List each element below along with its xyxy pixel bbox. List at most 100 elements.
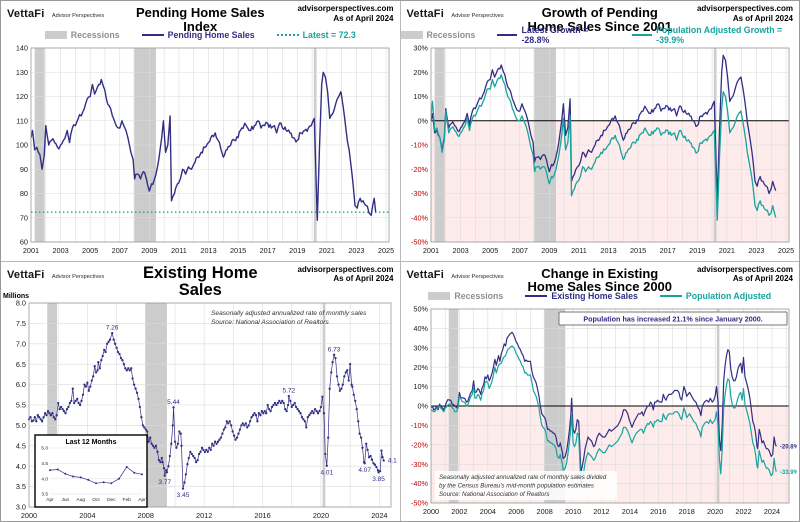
- source-site: advisorperspectives.com: [297, 4, 394, 13]
- x-tick-label: 2015: [629, 246, 645, 255]
- as-of-date: As of April 2024: [333, 274, 394, 284]
- y-tick-label: 6.5: [16, 359, 26, 368]
- svg-text:4.0: 4.0: [41, 476, 48, 482]
- series-pending-home-sales: [30, 71, 377, 221]
- x-tick-label: 2009: [541, 246, 557, 255]
- navy-line-swatch: [525, 294, 548, 297]
- x-tick-label: 2012: [196, 511, 212, 520]
- recession-swatch: [400, 31, 423, 39]
- panel-header: VettaFi Advisor Perspectives Change in E…: [401, 262, 800, 294]
- point-label: 5.72: [282, 387, 295, 394]
- y-tick-label: -30%: [410, 459, 428, 468]
- legend-item-population-adjusted-growth: Population Adjusted Growth = -39.9%: [632, 25, 799, 45]
- series-population-adjusted: [430, 344, 777, 486]
- source-attribution: advisorperspectives.com As of April 2024: [276, 4, 394, 23]
- x-tick-label: 2011: [571, 246, 587, 255]
- x-tick-label: 2017: [260, 246, 276, 255]
- series-population-adjusted-growth: [429, 74, 776, 221]
- x-tick-label: 2009: [141, 246, 157, 255]
- x-tick-label: 2000: [21, 511, 37, 520]
- y-tick-label: 110: [16, 116, 28, 125]
- y-tick-label: 60: [20, 238, 28, 247]
- y-tick-label: 7.5: [16, 319, 26, 328]
- x-tick-label: 2013: [200, 246, 216, 255]
- x-tick-label: 2017: [659, 246, 675, 255]
- x-tick-label: 2000: [422, 507, 438, 516]
- y-tick-label: -40%: [410, 213, 428, 222]
- negative-zone: [430, 120, 789, 242]
- x-tick-label: 2016: [254, 511, 270, 520]
- source-attribution: advisorperspectives.com As of April 2024: [675, 4, 793, 23]
- chart-note: Source: National Association of Realtors: [211, 319, 329, 326]
- navy-line-swatch: [497, 34, 518, 36]
- plot-border: [430, 308, 789, 503]
- x-tick-label: 2007: [112, 246, 128, 255]
- legend-item-recessions: Recessions: [400, 30, 475, 40]
- x-tick-label: 2006: [508, 507, 524, 516]
- panel-header: VettaFi Advisor Perspectives Existing Ho…: [1, 262, 400, 298]
- legend-item-recessions: Recessions: [44, 30, 120, 40]
- point-label: 3.77: [158, 479, 171, 486]
- chart-note: Source: National Association of Realtors: [439, 491, 550, 498]
- y-tick-label: 130: [16, 68, 28, 77]
- inset-x-label: Apr: [138, 497, 146, 503]
- existing-home-sales-plot: 7.26 5.44 3.77 3.45 5.72 6.73 4.01 4.073.85 4.14…: [3, 293, 397, 520]
- y-tick-label: 30%: [413, 44, 428, 53]
- y-tick-label: 20%: [413, 362, 428, 371]
- y-tick-label: 4.0: [16, 461, 26, 470]
- population-callout-box: [558, 311, 787, 325]
- y-tick-label: 5.0: [16, 421, 26, 430]
- x-tick-label: 2005: [482, 246, 498, 255]
- point-label: 7.26: [106, 324, 119, 331]
- inset-title: Last 12 Months: [66, 439, 117, 446]
- x-tick-label: 2021: [718, 246, 734, 255]
- legend-item-existing-home-sales: Existing Home Sales: [525, 291, 638, 301]
- x-tick-label: 2025: [378, 246, 394, 255]
- inset-box: [34, 433, 148, 508]
- advisor-perspectives-label: Advisor Perspectives: [51, 273, 105, 280]
- y-tick-label: -10%: [410, 421, 428, 430]
- panel-header: VettaFi Advisor Perspectives Pending Hom…: [1, 1, 400, 33]
- legend-item-latest-growth: Latest Growth = -28.8%: [497, 25, 610, 45]
- x-tick-label: 2023: [348, 246, 364, 255]
- y-axis-unit-label: Millions: [3, 293, 29, 300]
- population-callout-text: Population has increased 21.1% since Jan…: [583, 314, 762, 323]
- point-label: 4.14: [388, 457, 397, 464]
- legend-item-population-adjusted: Population Adjusted: [659, 291, 771, 301]
- chart-panel-growth-of-pending-home-sales: VettaFi Advisor Perspectives Growth of P…: [400, 1, 800, 261]
- x-tick-label: 2025: [777, 246, 793, 255]
- x-tick-label: 2008: [536, 507, 552, 516]
- end-label: -20.8%: [779, 444, 796, 450]
- source-attribution: advisorperspectives.com As of April 2024: [675, 265, 793, 284]
- x-tick-label: 2008: [138, 511, 154, 520]
- y-tick-label: -10%: [410, 141, 428, 150]
- panel-header: VettaFi Advisor Perspectives Growth of P…: [401, 1, 800, 33]
- plot-border: [430, 47, 789, 243]
- as-of-date: As of April 2024: [732, 274, 793, 284]
- y-tick-label: -20%: [410, 165, 428, 174]
- y-tick-label: 3.5: [16, 482, 26, 491]
- vettafi-logo-text: VettaFi: [406, 8, 444, 20]
- chart-panel-pending-home-sales-index: VettaFi Advisor Perspectives Pending Hom…: [1, 1, 400, 261]
- source-site: advisorperspectives.com: [696, 264, 793, 274]
- inset-x-label: Aug: [76, 497, 85, 503]
- series-latest-growth: [429, 54, 776, 202]
- y-tick-label: -40%: [410, 479, 428, 488]
- inset-x-label: Feb: [123, 497, 132, 503]
- x-tick-label: 2020: [707, 507, 723, 516]
- x-tick-label: 2018: [678, 507, 694, 516]
- point-label: 6.73: [328, 346, 341, 353]
- x-tick-label: 2014: [621, 507, 637, 516]
- vettafi-logo-text: VettaFi: [7, 268, 45, 281]
- y-tick-label: 50%: [413, 304, 428, 313]
- x-tick-label: 2021: [319, 246, 335, 255]
- y-tick-label: 30%: [413, 343, 428, 352]
- point-label: 5.44: [167, 398, 180, 405]
- y-tick-label: 80: [20, 189, 28, 198]
- y-tick-label: 70: [20, 213, 28, 222]
- x-tick-label: 2013: [600, 246, 616, 255]
- y-tick-label: 100: [16, 141, 28, 150]
- inset-x-label: Jun: [61, 497, 69, 503]
- y-tick-label: 6.0: [16, 380, 26, 389]
- y-tick-label: 5.5: [16, 400, 26, 409]
